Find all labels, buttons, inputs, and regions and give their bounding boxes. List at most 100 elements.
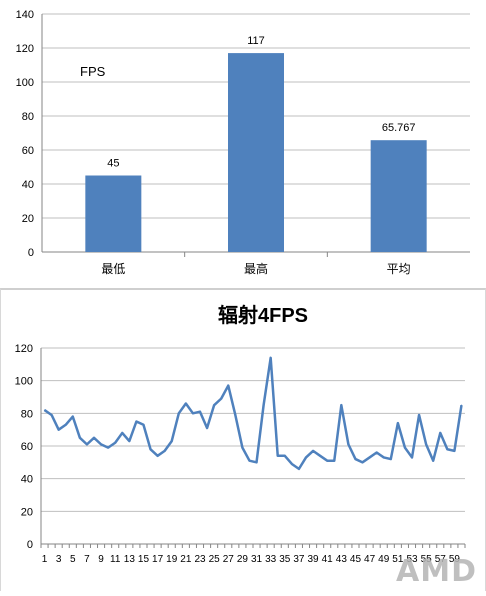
x-tick-label: 5	[70, 554, 76, 565]
data-point	[439, 432, 441, 434]
x-tick-label: 11	[110, 554, 121, 565]
data-point	[263, 404, 265, 406]
x-tick-label: 3	[56, 554, 62, 565]
bar-value-label: 45	[107, 158, 119, 170]
data-point	[185, 402, 187, 405]
data-point	[128, 440, 130, 442]
x-tick-label: 47	[364, 554, 376, 565]
x-tick-label: 15	[138, 554, 150, 565]
data-point	[142, 424, 145, 426]
data-point	[460, 404, 463, 406]
data-point	[369, 456, 371, 459]
x-tick-label: 43	[336, 554, 348, 565]
data-point	[86, 443, 88, 445]
data-point	[100, 443, 102, 445]
data-point	[79, 437, 81, 439]
data-point	[220, 398, 222, 400]
y-tick-label: 20	[22, 213, 34, 225]
bar-value-label: 117	[247, 35, 265, 47]
x-tick-label: 1	[42, 554, 48, 565]
data-point	[291, 463, 293, 465]
x-tick-label: 25	[209, 554, 221, 565]
data-point	[354, 458, 357, 460]
x-tick-label: 35	[279, 554, 291, 565]
x-tick-label: 13	[124, 554, 136, 565]
x-tick-label: 23	[194, 554, 206, 565]
x-tick-label: 55	[421, 554, 433, 565]
x-tick-label: 27	[223, 554, 235, 565]
data-point	[425, 443, 427, 445]
data-point	[347, 443, 349, 445]
data-point	[51, 414, 53, 416]
data-point	[213, 404, 215, 406]
data-point	[114, 442, 116, 444]
y-tick-label: 120	[16, 43, 34, 55]
data-point	[383, 456, 385, 459]
fps-series-line	[43, 356, 463, 471]
y-tick-label: 100	[15, 376, 33, 388]
data-point	[284, 455, 286, 457]
data-point	[397, 422, 399, 424]
data-point	[446, 448, 448, 450]
x-tick-label: 37	[293, 554, 305, 565]
line-gridlines	[41, 347, 465, 512]
category-label: 平均	[387, 262, 411, 276]
y-tick-label: 40	[22, 179, 34, 191]
category-label: 最低	[101, 262, 125, 276]
data-point	[432, 460, 434, 462]
data-point	[305, 456, 307, 459]
x-tick-label: 41	[322, 554, 334, 565]
category-label: 最高	[244, 261, 268, 276]
bar	[85, 175, 142, 252]
bar-chart: 0 20 40 60 80 100 120 140 45 最低 117 最高 65.767 平均 FPS	[16, 9, 470, 276]
data-point	[298, 468, 300, 470]
data-point	[270, 357, 272, 359]
y-tick-label: 20	[21, 506, 33, 518]
x-tick-label: 9	[98, 554, 104, 565]
y-tick-label: 100	[16, 77, 34, 89]
data-point	[277, 455, 279, 457]
y-tick-label: 80	[22, 111, 34, 123]
data-point	[361, 461, 364, 463]
data-point	[418, 414, 420, 416]
bar-value-label: 65.767	[382, 122, 416, 134]
x-tick-label: 29	[237, 554, 249, 565]
data-point	[234, 414, 236, 416]
data-point	[312, 450, 314, 452]
line-chart-panel: 辐射4FPS 0 20 40 60 80 100 120 1 3 5 7 9 11 13 15 17 19 21 23…	[0, 288, 486, 591]
x-tick-label: 45	[350, 554, 362, 565]
data-point	[72, 416, 74, 418]
data-point	[206, 427, 208, 429]
data-point	[199, 411, 201, 413]
data-point	[319, 455, 321, 457]
data-point	[43, 409, 46, 411]
x-tick-label: 51	[392, 554, 404, 565]
data-point	[333, 460, 335, 462]
bar	[370, 140, 427, 252]
data-point	[453, 450, 455, 452]
data-point	[376, 451, 378, 454]
data-point	[340, 404, 342, 406]
y-tick-label: 60	[22, 145, 34, 157]
data-point	[390, 458, 392, 460]
x-tick-label: 59	[449, 554, 461, 565]
x-tick-label: 19	[166, 554, 178, 565]
data-point	[65, 424, 67, 426]
data-point	[192, 412, 194, 414]
data-point	[248, 460, 251, 462]
x-tick-label: 57	[435, 554, 447, 565]
x-tick-label: 39	[308, 554, 320, 565]
x-tick-label: 17	[152, 554, 164, 565]
x-tick-label: 21	[180, 554, 192, 565]
data-point	[171, 440, 173, 442]
y-tick-label: 40	[21, 474, 33, 486]
data-point	[178, 412, 180, 414]
y-tick-label: 120	[15, 343, 33, 355]
bar	[228, 53, 284, 252]
data-point	[227, 384, 229, 387]
amd-logo-watermark: AMD	[396, 554, 477, 589]
y-tick-label: 60	[21, 441, 33, 453]
line-chart-title: 辐射4FPS	[218, 303, 308, 327]
data-point	[255, 461, 258, 463]
